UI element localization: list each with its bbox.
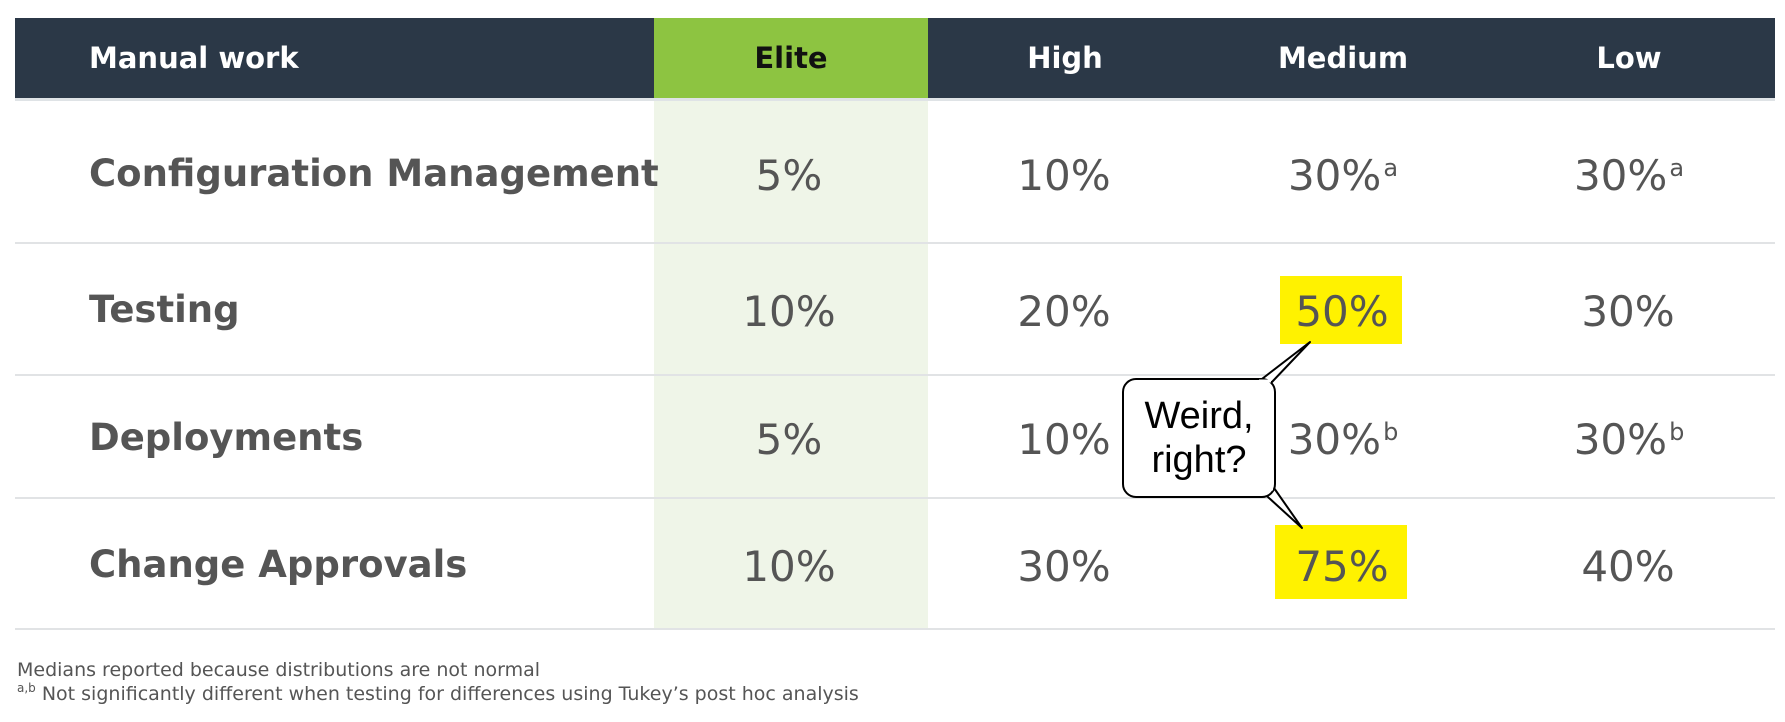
- header-medium: Medium: [1277, 41, 1409, 75]
- footnote-marker: a,b: [17, 681, 36, 695]
- cell-config-elite: 5%: [755, 151, 823, 200]
- cell-deployments-medium: 30%b: [1287, 415, 1399, 464]
- cell-deployments-low: 30%b: [1573, 415, 1685, 464]
- cell-testing-high: 20%: [1017, 287, 1111, 336]
- highlight-approvals-medium: [1275, 525, 1407, 599]
- callout-bubble: Weird, right?: [1122, 378, 1276, 498]
- row-label-configuration-management: Configuration Management: [89, 152, 659, 195]
- cell-testing-low: 30%: [1581, 287, 1675, 336]
- row-divider: [15, 628, 1775, 630]
- row-divider: [15, 497, 1775, 499]
- callout-line-1: Weird,: [1144, 395, 1254, 437]
- header-low: Low: [1596, 41, 1662, 75]
- cell-deployments-high: 10%: [1017, 415, 1111, 464]
- callout-tail-up: [1257, 341, 1311, 383]
- header-corner-label: Manual work: [89, 41, 299, 75]
- cell-testing-elite: 10%: [742, 287, 836, 336]
- cell-approvals-low: 40%: [1581, 542, 1675, 591]
- cell-testing-medium: 50%: [1295, 287, 1389, 336]
- footnote-tukey: a,b Not significantly different when tes…: [17, 681, 859, 705]
- cell-config-high: 10%: [1017, 151, 1111, 200]
- row-label-change-approvals: Change Approvals: [89, 543, 468, 586]
- cell-config-medium: 30%a: [1287, 151, 1399, 200]
- cell-approvals-elite: 10%: [742, 542, 836, 591]
- header-elite: Elite: [754, 41, 828, 75]
- header-divider: [15, 98, 1775, 101]
- row-label-testing: Testing: [89, 288, 240, 331]
- highlight-testing-medium: [1280, 276, 1402, 344]
- row-divider: [15, 374, 1775, 376]
- cell-approvals-high: 30%: [1017, 542, 1111, 591]
- cell-approvals-medium: 75%: [1295, 542, 1389, 591]
- cell-deployments-elite: 5%: [755, 415, 823, 464]
- row-label-deployments: Deployments: [89, 416, 364, 459]
- elite-header-highlight: [654, 18, 928, 98]
- cell-config-low: 30%a: [1573, 151, 1685, 200]
- header-high: High: [1027, 41, 1103, 75]
- row-divider: [15, 242, 1775, 244]
- footnote-medians: Medians reported because distributions a…: [17, 659, 541, 681]
- elite-column-shading: [654, 98, 928, 630]
- callout-line-2: right?: [1151, 439, 1247, 481]
